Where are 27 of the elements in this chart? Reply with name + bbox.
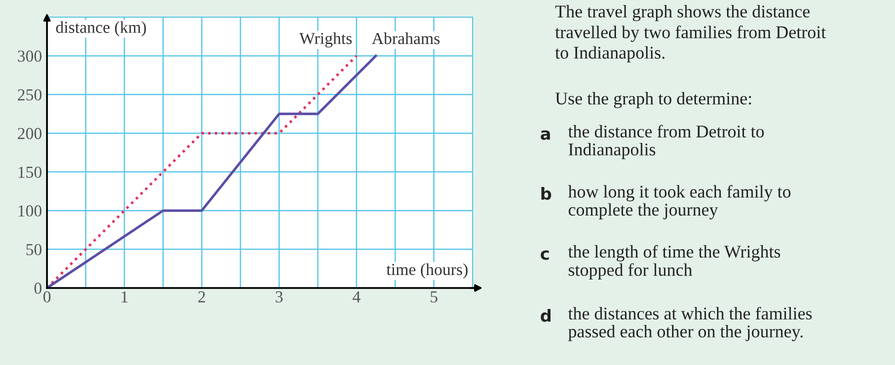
text: the distance from Detroit to Indianapolis: [568, 124, 764, 160]
text: a: [540, 130, 550, 140]
x-axis-title: time (hours): [386, 263, 468, 279]
y-tick-label: 300: [18, 50, 42, 62]
y-tick-label: 50: [26, 244, 42, 256]
series-label: Abrahams: [372, 32, 440, 44]
text: d: [540, 309, 551, 322]
text: Use the graph to determine:: [555, 92, 752, 108]
y-tick-label: 150: [18, 166, 42, 178]
text: the distances at which the families passed each other on the journey.: [568, 306, 812, 342]
x-tick-label: 3: [276, 291, 283, 302]
x-tick-label: 1: [122, 291, 128, 302]
text: the length of time the Wrights stopped for lunch: [568, 245, 780, 280]
y-tick-label: 250: [18, 89, 42, 100]
x-tick-label: 5: [430, 291, 438, 302]
text: how long it took each family to complete the journey: [568, 185, 790, 220]
series-label: Wrights: [299, 32, 352, 48]
text: b: [541, 187, 552, 200]
y-tick-label: 200: [18, 128, 42, 140]
x-tick-label: 4: [352, 291, 360, 302]
y-axis-title: distance (km): [56, 21, 146, 36]
y-tick-label: 0: [34, 282, 42, 294]
y-tick-label: 100: [18, 205, 42, 217]
text: The travel graph shows the distance travelled by two families from Detroit to Indianapolis.: [555, 5, 826, 62]
x-tick-label: 2: [198, 291, 205, 302]
x-tick-label: 0: [43, 291, 51, 302]
text: c: [540, 250, 549, 260]
